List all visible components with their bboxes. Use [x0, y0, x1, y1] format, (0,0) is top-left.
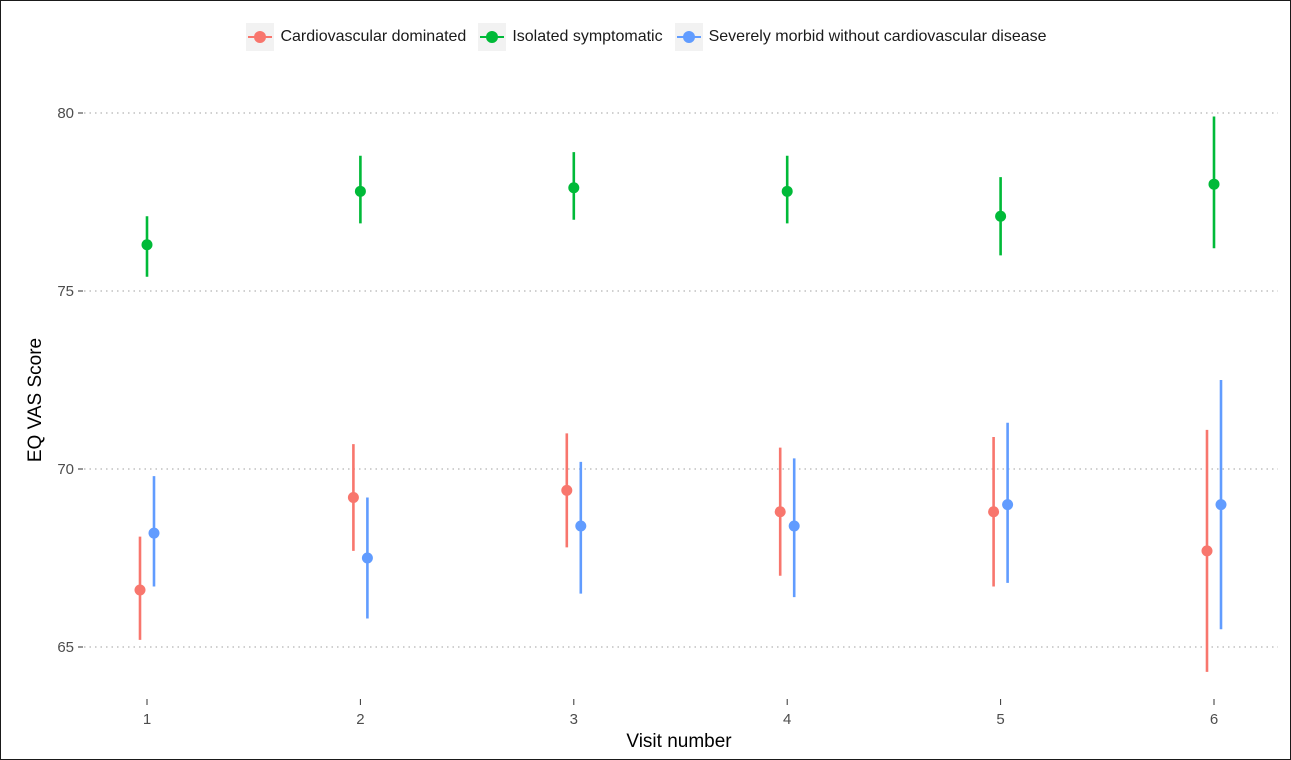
x-tick-label: 3	[570, 711, 578, 728]
y-axis: 65 70 75 80	[57, 105, 83, 656]
series-2	[148, 380, 1227, 630]
data-point	[148, 527, 160, 539]
legend-label-cardiovascular: Cardiovascular dominated	[280, 28, 467, 45]
x-tick-label: 5	[996, 711, 1004, 728]
x-tick-label: 4	[783, 711, 791, 728]
legend-key-isolated	[478, 23, 507, 51]
data-point	[774, 506, 786, 518]
data-point	[788, 520, 800, 532]
y-tick-label: 70	[57, 461, 74, 478]
legend-item-severely-morbid: Severely morbid without cardiovascular d…	[674, 23, 1047, 51]
series-0	[134, 429, 1213, 672]
legend-label-isolated: Isolated symptomatic	[512, 28, 663, 45]
legend-label-severely-morbid: Severely morbid without cardiovascular d…	[708, 28, 1047, 45]
data-marks	[134, 116, 1227, 672]
data-point	[1215, 499, 1227, 511]
data-point	[781, 185, 793, 197]
data-point	[347, 491, 359, 503]
data-point	[988, 506, 1000, 518]
series-1	[141, 116, 1220, 277]
x-axis-title: Visit number	[626, 731, 732, 752]
data-point	[354, 185, 366, 197]
data-point	[568, 182, 580, 194]
legend-key-dot	[486, 31, 499, 43]
y-tick-label: 65	[57, 639, 74, 656]
legend-key-dot	[254, 31, 267, 43]
data-point	[575, 520, 587, 532]
x-tick-label: 2	[356, 711, 364, 728]
y-tick-label: 75	[57, 283, 74, 300]
data-point	[134, 584, 146, 596]
y-axis-title: EQ VAS Score	[25, 338, 46, 462]
data-point	[1208, 178, 1220, 190]
gridlines	[84, 112, 1278, 648]
x-tick-label: 1	[143, 711, 151, 728]
x-axis: 1 2 3 4 5 6	[143, 699, 1218, 728]
data-point	[995, 210, 1007, 222]
legend-key-severely-morbid	[674, 23, 703, 51]
legend-key-cardiovascular	[246, 23, 275, 51]
data-point	[561, 484, 573, 496]
legend: Cardiovascular dominated Isolated sympto…	[1, 23, 1291, 51]
y-tick-label: 80	[57, 105, 74, 122]
legend-item-cardiovascular: Cardiovascular dominated	[246, 23, 466, 51]
data-point	[141, 239, 153, 251]
data-point	[361, 552, 373, 564]
legend-key-dot	[682, 31, 695, 43]
legend-item-isolated: Isolated symptomatic	[478, 23, 663, 51]
data-point	[1002, 499, 1014, 511]
data-point	[1201, 545, 1213, 557]
x-tick-label: 6	[1210, 711, 1218, 728]
